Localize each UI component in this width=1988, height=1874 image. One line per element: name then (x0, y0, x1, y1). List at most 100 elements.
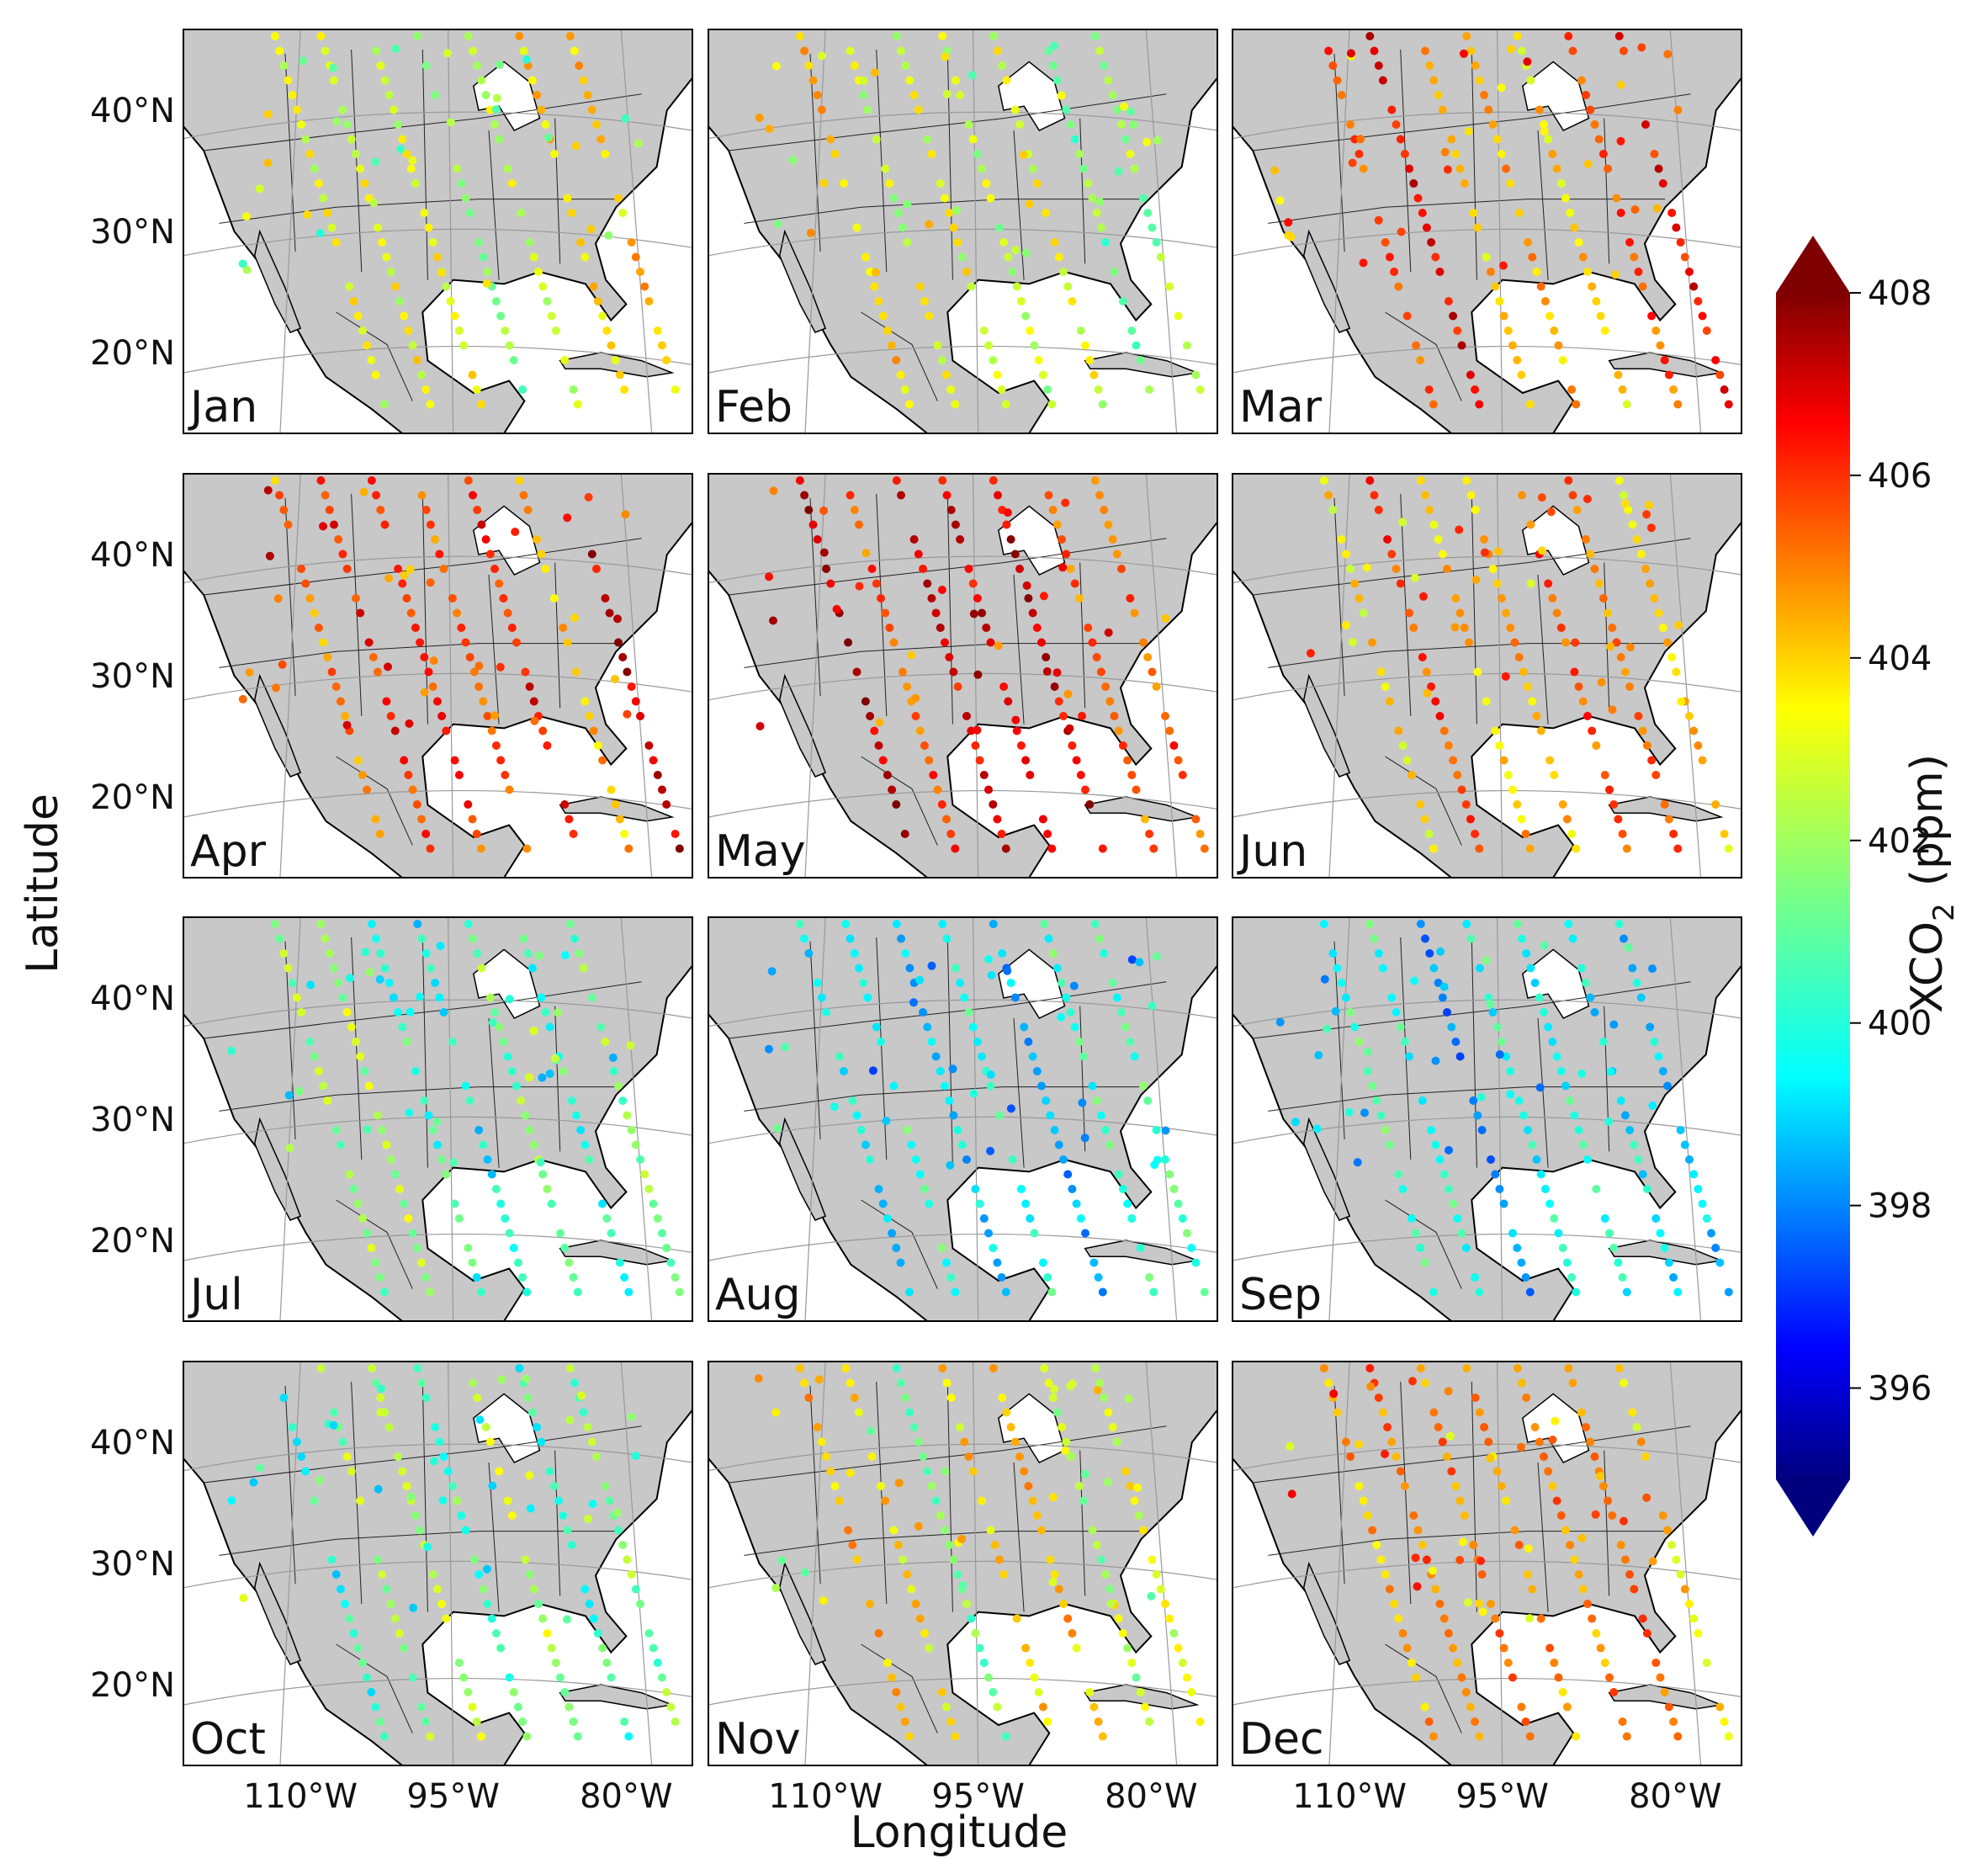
latitude-gridline (183, 111, 693, 140)
xco2-sounding (989, 32, 998, 40)
xco2-sounding (517, 1096, 526, 1105)
xco2-sounding (481, 1423, 490, 1431)
xco2-sounding (936, 179, 945, 188)
xco2-sounding (804, 506, 814, 514)
xco2-sounding (1026, 771, 1035, 779)
xco2-sounding (874, 1629, 883, 1638)
xco2-sounding (1095, 197, 1105, 206)
xco2-sounding (1370, 46, 1379, 56)
xco2-sounding (1011, 715, 1021, 725)
xco2-sounding (1346, 120, 1355, 129)
longitude-tick-label: 80°W (1105, 1777, 1197, 1816)
xco2-sounding (626, 1041, 635, 1050)
xco2-sounding (1634, 1155, 1643, 1164)
xco2-sounding (819, 548, 829, 557)
xco2-sounding (881, 608, 890, 618)
state-border (729, 93, 1167, 151)
xco2-sounding (1016, 297, 1026, 305)
xco2-sounding (435, 549, 444, 559)
xco2-sounding (1570, 667, 1579, 677)
xco2-sounding (376, 1408, 385, 1417)
xco2-sounding (1050, 1570, 1059, 1579)
xco2-sounding (1076, 326, 1085, 335)
xco2-sounding (1620, 1111, 1630, 1120)
xco2-sounding (1275, 196, 1285, 205)
xco2-sounding (1396, 1467, 1405, 1476)
xco2-sounding (1429, 400, 1438, 409)
xco2-sounding (1457, 785, 1466, 794)
state-border (861, 1199, 938, 1289)
xco2-sounding (485, 549, 495, 559)
xco2-sounding (1669, 830, 1678, 838)
xco2-sounding (587, 993, 596, 1002)
xco2-sounding (893, 209, 903, 217)
xco2-sounding (933, 785, 942, 794)
xco2-sounding (1161, 613, 1170, 623)
xco2-sounding (347, 1022, 356, 1032)
xco2-sounding (653, 1214, 662, 1223)
xco2-sounding (1495, 297, 1504, 305)
xco2-sounding (436, 942, 445, 950)
xco2-sounding (1032, 624, 1042, 632)
xco2-sounding (1570, 1555, 1579, 1564)
xco2-sounding (1570, 223, 1579, 232)
xco2-sounding (1429, 76, 1439, 85)
xco2-sounding (1378, 964, 1387, 973)
xco2-sounding (1046, 1111, 1055, 1120)
xco2-sounding (342, 720, 352, 730)
xco2-sounding (1578, 252, 1588, 262)
xco2-sounding (519, 46, 528, 56)
xco2-sounding (872, 1022, 881, 1032)
xco2-sounding (1449, 311, 1458, 321)
xco2-sounding (1612, 194, 1621, 203)
xco2-sounding (270, 32, 279, 40)
xco2-sounding (1566, 1541, 1575, 1549)
xco2-sounding (1568, 934, 1577, 943)
xco2-sounding (384, 574, 394, 583)
xco2-sounding (993, 1258, 1002, 1267)
colorbar-tick-label: 406 (1868, 457, 1932, 496)
xco2-sounding (1480, 548, 1489, 557)
xco2-sounding (951, 520, 960, 529)
xco2-sounding (1616, 209, 1625, 217)
xco2-sounding (421, 506, 431, 514)
xco2-sounding (363, 341, 372, 350)
xco2-sounding (1637, 43, 1646, 52)
xco2-sounding (1142, 137, 1152, 146)
latitude-gridline (708, 672, 1218, 701)
xco2-sounding (473, 506, 482, 514)
xco2-sounding (1385, 252, 1394, 262)
xco2-sounding (1431, 1585, 1440, 1594)
xco2-sounding (1616, 653, 1625, 661)
xco2-sounding (1616, 1541, 1625, 1549)
xco2-sounding (1010, 105, 1020, 114)
xco2-sounding (888, 785, 897, 794)
longitude-gridline (1669, 473, 1702, 879)
xco2-sounding (618, 1096, 628, 1105)
xco2-sounding (389, 105, 398, 114)
xco2-sounding (334, 979, 343, 987)
xco2-sounding (755, 722, 765, 730)
xco2-sounding (675, 1287, 684, 1297)
xco2-sounding (614, 1526, 623, 1535)
xco2-sounding (1590, 1008, 1599, 1017)
xco2-sounding (428, 682, 437, 691)
xco2-sounding (375, 975, 384, 984)
state-border (946, 49, 953, 280)
xco2-sounding (404, 326, 413, 335)
xco2-sounding (1514, 653, 1524, 661)
xco2-sounding (915, 1614, 925, 1623)
xco2-sounding (249, 1478, 258, 1487)
xco2-sounding (367, 1244, 376, 1252)
xco2-sounding (602, 1214, 612, 1223)
xco2-sounding (439, 565, 448, 573)
xco2-sounding (1328, 506, 1338, 514)
xco2-sounding (808, 76, 818, 85)
state-border (351, 1381, 363, 1605)
xco2-sounding (848, 1541, 857, 1549)
xco2-sounding (537, 1437, 546, 1447)
xco2-sounding (771, 61, 781, 71)
xco2-sounding (1443, 565, 1451, 573)
xco2-sounding (406, 565, 415, 574)
xco2-sounding (889, 194, 899, 203)
